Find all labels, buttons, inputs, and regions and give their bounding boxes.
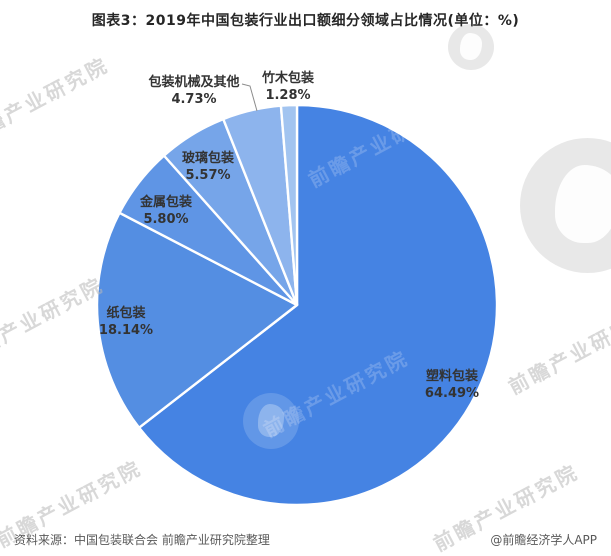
logo-bird-shape xyxy=(257,404,285,437)
credit-text: @前瞻经济学人APP xyxy=(490,533,597,547)
logo-bird-shape xyxy=(459,33,483,60)
pie-slice-2 xyxy=(95,211,299,429)
chart-title: 图表3：2019年中国包装行业出口额细分领域占比情况(单位：%) xyxy=(91,13,520,29)
leader-line xyxy=(241,83,258,112)
logo-bird-shape xyxy=(555,165,611,244)
qianzhan-logo-icon xyxy=(448,24,494,70)
source-text: 资料来源：中国包装联合会 前瞻产业研究院整理 xyxy=(14,533,270,547)
qianzhan-logo-icon xyxy=(243,393,299,449)
pie-slice-1 xyxy=(137,103,499,507)
footer: 资料来源：中国包装联合会 前瞻产业研究院整理 @前瞻经济学人APP xyxy=(0,532,611,548)
pie-slice-6 xyxy=(279,103,299,307)
